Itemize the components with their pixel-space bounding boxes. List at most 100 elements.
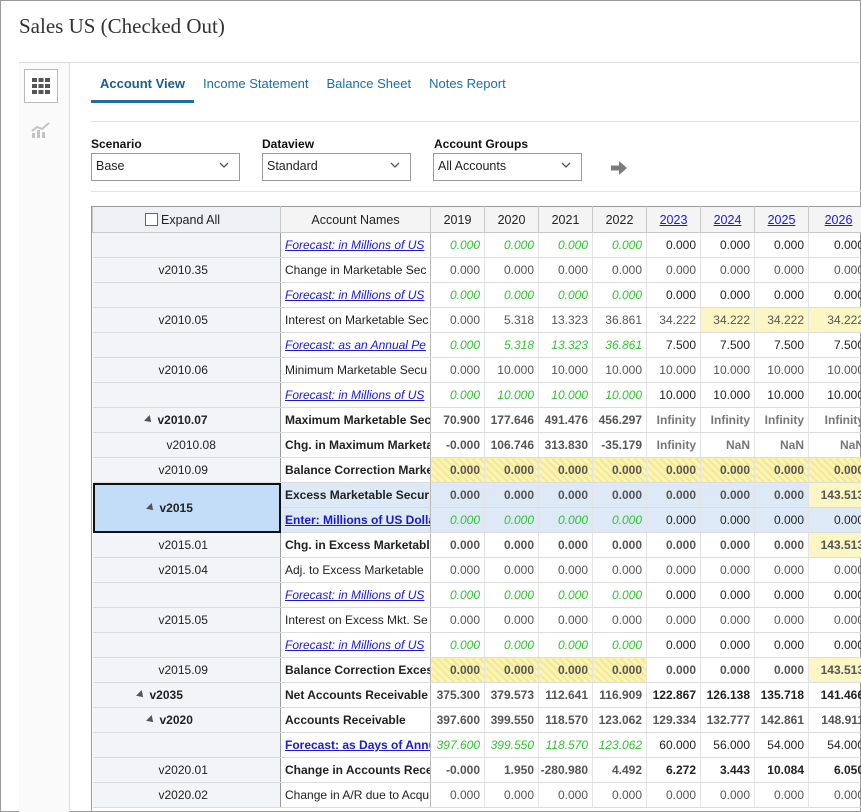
value-cell[interactable]: 10.000 (592, 382, 647, 408)
value-cell[interactable]: 7.500 (700, 332, 755, 358)
account-link-cell[interactable]: Forecast: as an Annual Pe (280, 332, 431, 358)
arrow-right-icon[interactable] (608, 157, 630, 179)
value-cell[interactable]: 0.000 (430, 282, 485, 308)
row-header[interactable]: v2015.05 (92, 607, 281, 633)
value-cell[interactable]: 0.000 (538, 532, 593, 558)
value-cell[interactable]: 177.646 (484, 407, 539, 433)
forecast-method-link[interactable]: Forecast: in Millions of US (285, 288, 425, 302)
value-cell[interactable]: 0.000 (538, 557, 593, 583)
value-cell[interactable]: 0.000 (700, 232, 755, 258)
value-cell[interactable]: 0.000 (592, 657, 647, 683)
value-cell[interactable]: 36.861 (592, 332, 647, 358)
value-cell[interactable]: 0.000 (646, 507, 701, 533)
value-cell[interactable]: 0.000 (484, 557, 539, 583)
value-cell[interactable]: 34.222 (646, 307, 701, 333)
value-cell[interactable]: 397.600 (430, 732, 485, 758)
value-cell[interactable]: 0.000 (538, 782, 593, 808)
year-header-link[interactable]: 2025 (754, 206, 809, 233)
value-cell[interactable]: 0.000 (808, 632, 861, 658)
value-cell[interactable]: 0.000 (430, 357, 485, 383)
grid-icon[interactable] (24, 69, 58, 103)
value-cell[interactable]: 0.000 (808, 457, 861, 483)
year-link[interactable]: 2023 (659, 212, 688, 227)
scenario-select[interactable]: Base (91, 153, 240, 181)
value-cell[interactable]: 0.000 (700, 507, 755, 533)
account-link-cell[interactable]: Forecast: in Millions of US (280, 632, 431, 658)
value-cell[interactable]: 456.297 (592, 407, 647, 433)
value-cell[interactable]: 399.550 (484, 707, 539, 733)
value-cell[interactable]: 0.000 (538, 282, 593, 308)
value-cell[interactable]: 6.050 (808, 757, 861, 783)
value-cell[interactable]: 123.062 (592, 732, 647, 758)
value-cell[interactable]: 60.000 (646, 732, 701, 758)
value-cell[interactable]: 143.513 (808, 532, 861, 558)
value-cell[interactable]: 0.000 (484, 532, 539, 558)
value-cell[interactable]: 0.000 (754, 657, 809, 683)
value-cell[interactable]: 0.000 (700, 782, 755, 808)
value-cell[interactable]: 10.000 (484, 382, 539, 408)
value-cell[interactable]: 0.000 (592, 282, 647, 308)
row-header[interactable]: v2035 (92, 682, 281, 708)
year-link[interactable]: 2026 (824, 212, 853, 227)
value-cell[interactable]: 0.000 (754, 532, 809, 558)
value-cell[interactable]: 0.000 (484, 482, 539, 508)
value-cell[interactable]: 0.000 (646, 257, 701, 283)
value-cell[interactable]: 0.000 (538, 582, 593, 608)
value-cell[interactable]: 54.000 (754, 732, 809, 758)
collapse-triangle-icon[interactable] (145, 502, 156, 513)
value-cell[interactable]: 112.641 (538, 682, 593, 708)
value-cell[interactable]: 0.000 (430, 507, 485, 533)
value-cell[interactable]: 0.000 (484, 632, 539, 658)
value-cell[interactable]: 10.000 (538, 357, 593, 383)
value-cell[interactable]: 0.000 (808, 582, 861, 608)
dataview-select[interactable]: Standard (262, 153, 411, 181)
row-header[interactable] (92, 632, 281, 658)
value-cell[interactable]: 0.000 (538, 482, 593, 508)
forecast-method-link[interactable]: Forecast: in Millions of US (285, 388, 425, 402)
value-cell[interactable]: Infinity (646, 432, 701, 458)
account-link-cell[interactable]: Forecast: in Millions of US (280, 232, 431, 258)
value-cell[interactable]: 106.746 (484, 432, 539, 458)
value-cell[interactable]: 0.000 (592, 607, 647, 633)
tab-account-view[interactable]: Account View (91, 63, 195, 103)
value-cell[interactable]: 0.000 (646, 782, 701, 808)
value-cell[interactable]: 0.000 (646, 557, 701, 583)
expand-all-checkbox[interactable] (145, 212, 158, 226)
forecast-method-link[interactable]: Forecast: in Millions of US (285, 638, 425, 652)
value-cell[interactable]: 0.000 (484, 282, 539, 308)
value-cell[interactable]: 0.000 (646, 232, 701, 258)
value-cell[interactable]: 0.000 (646, 632, 701, 658)
value-cell[interactable]: -0.000 (430, 757, 485, 783)
value-cell[interactable]: 0.000 (646, 657, 701, 683)
year-header-link[interactable]: 2023 (646, 206, 701, 233)
value-cell[interactable]: 13.323 (538, 307, 593, 333)
value-cell[interactable]: 0.000 (484, 782, 539, 808)
row-header[interactable]: v2010.08 (92, 432, 281, 458)
chart-icon[interactable] (24, 113, 58, 147)
row-header[interactable] (92, 332, 281, 358)
value-cell[interactable]: 0.000 (646, 482, 701, 508)
row-header[interactable]: v2010.06 (92, 357, 281, 383)
tab-balance-sheet[interactable]: Balance Sheet (326, 76, 412, 91)
value-cell[interactable]: 7.500 (808, 332, 861, 358)
forecast-method-link[interactable]: Forecast: as Days of Annu (285, 738, 431, 752)
forecast-method-link[interactable]: Forecast: as an Annual Pe (285, 338, 426, 352)
value-cell[interactable]: Infinity (754, 407, 809, 433)
value-cell[interactable]: 0.000 (646, 532, 701, 558)
row-header[interactable]: v2015.04 (92, 557, 281, 583)
value-cell[interactable]: 0.000 (808, 782, 861, 808)
forecast-method-link[interactable]: Forecast: in Millions of US (285, 238, 425, 252)
value-cell[interactable]: 0.000 (538, 507, 593, 533)
value-cell[interactable]: 0.000 (484, 232, 539, 258)
value-cell[interactable]: 6.272 (646, 757, 701, 783)
value-cell[interactable]: 7.500 (754, 332, 809, 358)
value-cell[interactable]: -280.980 (538, 757, 593, 783)
value-cell[interactable]: 0.000 (700, 282, 755, 308)
value-cell[interactable]: 0.000 (592, 532, 647, 558)
value-cell[interactable]: 10.000 (592, 357, 647, 383)
value-cell[interactable]: 0.000 (484, 257, 539, 283)
value-cell[interactable]: 0.000 (646, 607, 701, 633)
value-cell[interactable]: 70.900 (430, 407, 485, 433)
value-cell[interactable]: 379.573 (484, 682, 539, 708)
forecast-method-link[interactable]: Enter: Millions of US Dolla (285, 513, 431, 527)
